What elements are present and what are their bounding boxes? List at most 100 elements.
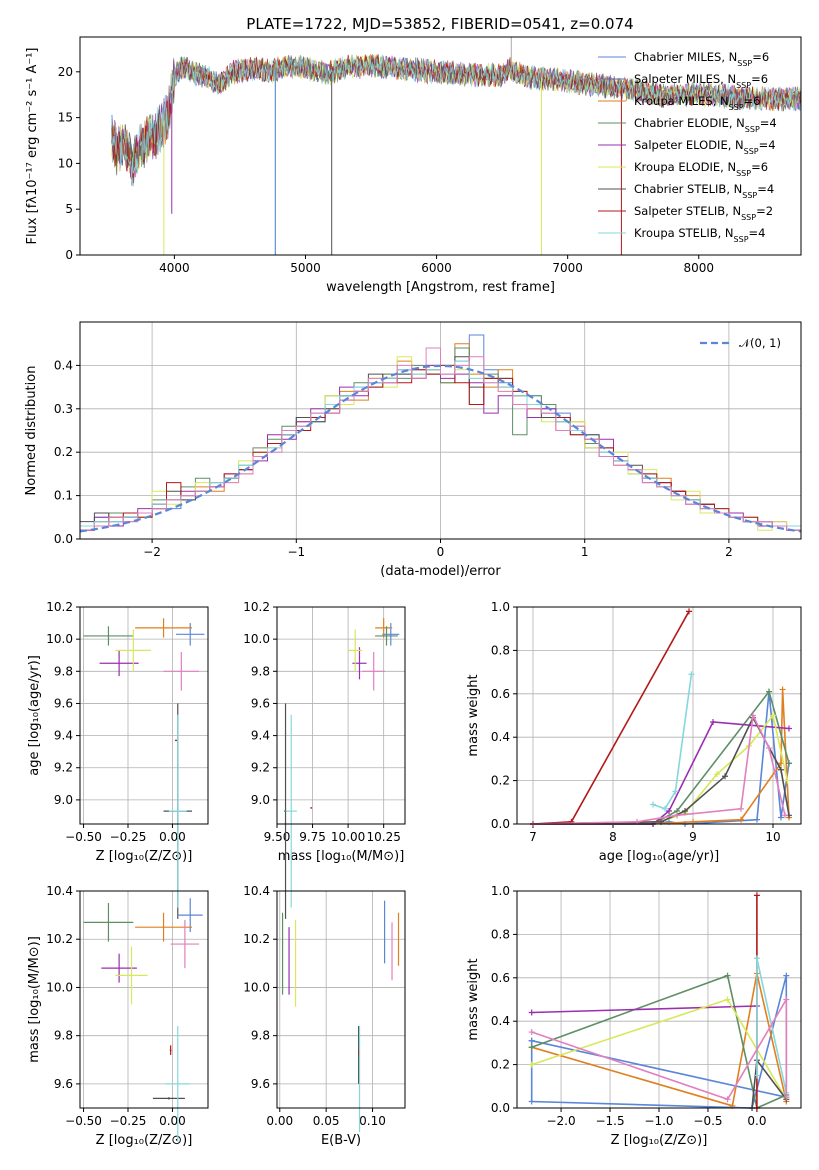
x-axis-label: E(B-V) bbox=[321, 1133, 361, 1148]
x-tick-label: 0.00 bbox=[159, 1114, 186, 1128]
legend-subscript: SSP bbox=[745, 125, 760, 134]
x-tick-label: 1 bbox=[581, 545, 589, 559]
y-tick-label: 0.8 bbox=[491, 643, 510, 657]
x-tick-label: 5000 bbox=[290, 261, 321, 275]
y-tick-label: 10.2 bbox=[243, 932, 270, 946]
legend-subscript: SSP bbox=[741, 213, 756, 222]
x-axis-label: age [log₁₀(age/yr)] bbox=[599, 849, 720, 864]
y-tick-label: 0.0 bbox=[491, 817, 510, 831]
y-axis-label: Normed distribution bbox=[24, 366, 39, 496]
y-tick-label: 10.4 bbox=[243, 884, 270, 898]
x-tick-label: 0 bbox=[437, 545, 445, 559]
x-tick-label: 6000 bbox=[421, 261, 452, 275]
x-axis-label: (data-model)/error bbox=[380, 564, 501, 579]
x-tick-label: 8 bbox=[609, 830, 617, 844]
legend-name: Chabrier MILES, N bbox=[634, 50, 737, 64]
spectrum-series-line bbox=[111, 54, 801, 182]
y-axis-label: mass [log₁₀(M/M⊙)] bbox=[27, 936, 42, 1063]
legend-name: Kroupa MILES, N bbox=[634, 94, 729, 108]
mass-weight-point bbox=[662, 805, 668, 812]
x-tick-label: 0.00 bbox=[159, 830, 186, 844]
x-axis-label: Z [log₁₀(Z/Z⊙)] bbox=[96, 1133, 193, 1148]
mass-weight-point bbox=[528, 1037, 535, 1044]
legend-subscript: SSP bbox=[744, 147, 759, 156]
legend-label: Kroupa STELIB, NSSP=4 bbox=[634, 226, 765, 244]
mass-weight-point bbox=[778, 814, 784, 821]
legend-label: Kroupa ELODIE, NSSP=6 bbox=[634, 160, 768, 178]
legend-name: Kroupa STELIB, N bbox=[634, 226, 734, 240]
legend-label: 𝒩(0, 1) bbox=[739, 336, 781, 350]
x-axis-label: Z [log₁₀(Z/Z⊙)] bbox=[611, 1133, 708, 1148]
x-tick-label: −0.50 bbox=[65, 830, 102, 844]
legend-count: =6 bbox=[751, 72, 768, 86]
x-tick-label: 9.50 bbox=[264, 830, 291, 844]
y-tick-label: 1.0 bbox=[491, 884, 510, 898]
x-tick-label: 9.75 bbox=[299, 830, 326, 844]
x-tick-label: −2.0 bbox=[546, 1114, 575, 1128]
mass-weight-point bbox=[686, 608, 692, 615]
y-tick-label: 9.8 bbox=[54, 664, 73, 678]
x-tick-label: −1 bbox=[287, 545, 305, 559]
legend-count: =6 bbox=[744, 94, 761, 108]
gaussian-curve bbox=[79, 364, 802, 533]
mass-weight-point bbox=[528, 1009, 535, 1016]
mass-weight-point bbox=[786, 760, 792, 767]
x-tick-label: −1.5 bbox=[595, 1114, 624, 1128]
y-tick-label: 0.0 bbox=[54, 532, 73, 546]
mass-weight-point bbox=[528, 1029, 535, 1036]
y-tick-label: 9.8 bbox=[251, 664, 270, 678]
legend-label: Salpeter MILES, NSSP=6 bbox=[634, 72, 768, 90]
legend-label: Chabrier STELIB, NSSP=4 bbox=[634, 182, 774, 200]
legend-subscript: SSP bbox=[729, 103, 744, 112]
y-tick-label: 0 bbox=[65, 248, 73, 262]
x-tick-label: −0.25 bbox=[110, 830, 147, 844]
legend-label: Kroupa MILES, NSSP=6 bbox=[634, 94, 760, 112]
mass-weight-line bbox=[533, 691, 790, 825]
chart-age-vs-mass: 9.50 9.75 10.00 10.25 9.0 9.2 9.4 9.6 9.8 10.0 10.… bbox=[243, 600, 406, 919]
mass-weight-point bbox=[724, 1096, 731, 1103]
legend-name: Salpeter MILES, N bbox=[634, 72, 736, 86]
mass-weight-point bbox=[724, 996, 731, 1003]
legend-label: Chabrier ELODIE, NSSP=4 bbox=[634, 116, 777, 134]
mass-weight-point bbox=[528, 1098, 535, 1105]
x-axis-label: mass [log₁₀(M/M⊙)] bbox=[278, 849, 405, 864]
y-tick-label: 10.4 bbox=[46, 884, 73, 898]
mass-weight-point bbox=[672, 788, 679, 795]
mass-weight-point bbox=[770, 712, 776, 719]
y-tick-label: 0.3 bbox=[54, 402, 73, 416]
legend-subscript: SSP bbox=[737, 59, 752, 68]
mass-weight-point bbox=[784, 777, 791, 784]
y-tick-label: 10.0 bbox=[243, 980, 270, 994]
axes-frame bbox=[276, 890, 406, 1109]
mass-weight-point bbox=[783, 972, 790, 979]
axes-frame bbox=[79, 36, 802, 256]
legend-name: Salpeter STELIB, N bbox=[634, 204, 741, 218]
axes-frame bbox=[516, 606, 802, 825]
y-tick-label: 0.4 bbox=[54, 358, 73, 372]
x-tick-label: −2 bbox=[143, 545, 161, 559]
y-tick-label: 9.8 bbox=[54, 1029, 73, 1043]
chart-mass-vs-Z: −0.50 −0.25 0.00 9.6 9.8 10.0 10.2 10.4 Z [log₁₀… bbox=[27, 884, 209, 1148]
y-tick-label: 0.6 bbox=[491, 687, 510, 701]
mass-weight-point bbox=[650, 801, 656, 808]
y-tick-label: 1.0 bbox=[491, 600, 510, 614]
chart-massweight-vs-Z: −2.0 −1.5 −1.0 −0.5 0.0 0.0 0.2 0.4 0.6 0.8 1.0 Z [… bbox=[466, 884, 802, 1148]
legend-count: =4 bbox=[749, 226, 766, 240]
mass-weight-line bbox=[531, 996, 788, 1101]
x-tick-label: 0.00 bbox=[266, 1114, 293, 1128]
mass-weight-point bbox=[753, 1072, 760, 1079]
y-tick-label: 0.1 bbox=[54, 489, 73, 503]
mass-weight-point bbox=[710, 719, 716, 726]
legend-count: =4 bbox=[759, 138, 776, 152]
y-tick-label: 10.2 bbox=[243, 600, 270, 614]
mass-weight-point bbox=[688, 671, 695, 678]
legend-count: =2 bbox=[756, 204, 773, 218]
y-tick-label: 9.0 bbox=[54, 793, 73, 807]
mass-weight-point bbox=[783, 1094, 790, 1101]
x-tick-label: 0.05 bbox=[313, 1114, 340, 1128]
axes-frame bbox=[79, 890, 209, 1109]
y-tick-label: 0.0 bbox=[491, 1101, 510, 1115]
x-tick-label: −0.5 bbox=[693, 1114, 722, 1128]
y-tick-label: 10 bbox=[58, 156, 73, 170]
